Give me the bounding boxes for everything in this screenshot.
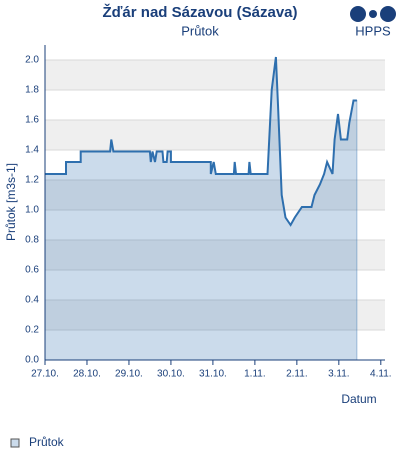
y-tick-label: 0.6 — [25, 265, 39, 276]
y-tick-label: 2.0 — [25, 55, 39, 66]
legend-label: Průtok — [29, 435, 65, 449]
grid-band — [45, 120, 385, 150]
y-tick-label: 0.2 — [25, 325, 39, 336]
x-tick-label: 28.10. — [73, 369, 101, 380]
y-tick-label: 0.4 — [25, 295, 39, 306]
x-tick-label: 4.11. — [370, 369, 392, 380]
chart-subtitle: Průtok — [181, 23, 219, 38]
x-tick-label: 2.11. — [286, 369, 308, 380]
y-tick-label: 1.6 — [25, 115, 39, 126]
grid-band — [45, 300, 385, 330]
x-axis-label: Datum — [341, 392, 376, 406]
y-tick-label: 1.0 — [25, 205, 39, 216]
x-tick-label: 1.11. — [244, 369, 266, 380]
chart-title: Žďár nad Sázavou (Sázava) — [102, 3, 297, 21]
logo-circle — [350, 6, 366, 22]
y-tick-label: 1.4 — [25, 145, 39, 156]
y-tick-label: 1.2 — [25, 175, 39, 186]
logo-circle — [380, 6, 396, 22]
logo-text: HPPS — [355, 23, 391, 38]
grid-band — [45, 240, 385, 270]
y-tick-label: 1.8 — [25, 85, 39, 96]
x-tick-label: 31.10. — [199, 369, 227, 380]
x-tick-label: 27.10. — [31, 369, 59, 380]
x-tick-label: 30.10. — [157, 369, 185, 380]
y-tick-label: 0.0 — [25, 355, 39, 366]
area — [44, 56, 358, 361]
grid-band — [45, 60, 385, 90]
line — [45, 56, 357, 227]
x-tick-label: 3.11. — [328, 369, 350, 380]
grid-band — [45, 180, 385, 210]
logo: HPPS — [350, 6, 396, 38]
y-axis-label: Průtok [m3s-1] — [4, 163, 18, 241]
legend-swatch — [10, 438, 20, 448]
x-tick-label: 29.10. — [115, 369, 143, 380]
logo-circle — [369, 10, 377, 18]
y-tick-label: 0.8 — [25, 235, 39, 246]
